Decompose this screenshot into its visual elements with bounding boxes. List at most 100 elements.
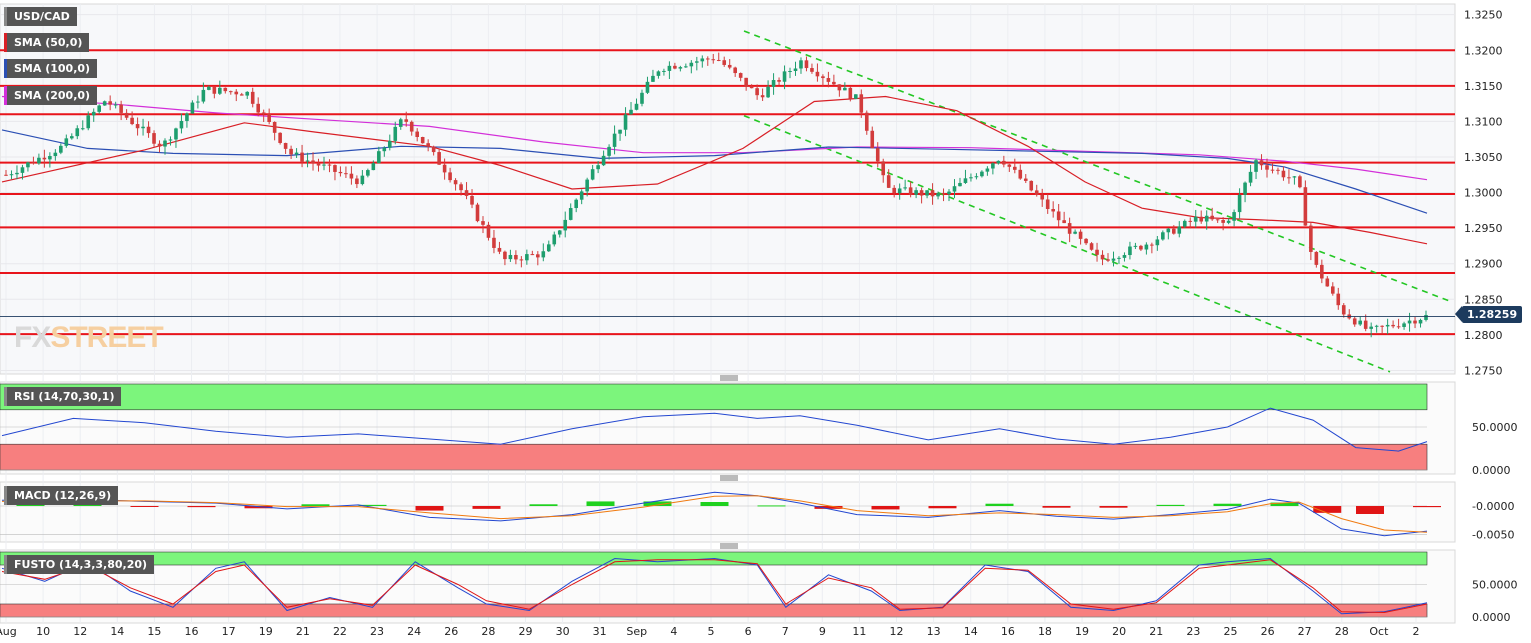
candle-body bbox=[97, 105, 102, 112]
candle-body bbox=[1150, 244, 1154, 246]
candle-body bbox=[738, 73, 743, 78]
macd-histogram-bar bbox=[130, 506, 159, 507]
candle-body bbox=[1287, 177, 1291, 179]
candle-body bbox=[1029, 180, 1034, 191]
candle-body bbox=[152, 133, 156, 144]
candle-body bbox=[163, 140, 167, 147]
candle-body bbox=[568, 208, 573, 220]
candle-body bbox=[969, 177, 973, 179]
candle-body bbox=[618, 129, 622, 134]
macd-histogram-bar bbox=[1413, 506, 1441, 508]
candle-body bbox=[1314, 251, 1319, 265]
candle-body bbox=[250, 91, 255, 104]
candle-body bbox=[936, 193, 940, 197]
candle-body bbox=[897, 188, 902, 194]
x-tick-label: 24 bbox=[407, 625, 421, 638]
candle-body bbox=[1095, 249, 1099, 255]
candle-body bbox=[470, 195, 474, 205]
macd-histogram-bar bbox=[586, 501, 615, 506]
candle-body bbox=[190, 102, 195, 114]
candle-body bbox=[1380, 325, 1384, 327]
candle-body bbox=[1111, 258, 1116, 261]
candle-body bbox=[705, 58, 710, 60]
candle-body bbox=[1407, 320, 1412, 324]
candle-body bbox=[870, 130, 875, 149]
candle-body bbox=[448, 172, 452, 181]
macd-label: MACD (12,26,9) bbox=[4, 486, 119, 505]
candle-body bbox=[1128, 246, 1132, 256]
candle-body bbox=[1330, 286, 1335, 294]
y-tick-label: 1.3050 bbox=[1464, 151, 1503, 164]
candle-body bbox=[1166, 228, 1171, 233]
candle-body bbox=[382, 147, 387, 152]
candle-body bbox=[1155, 239, 1160, 246]
candle-body bbox=[799, 60, 803, 69]
candle-body bbox=[1424, 315, 1428, 320]
candle-body bbox=[985, 168, 990, 172]
y-tick-label: 1.2950 bbox=[1464, 222, 1503, 235]
candle-body bbox=[1045, 199, 1050, 210]
watermark-fx: FX bbox=[14, 321, 51, 354]
candle-body bbox=[503, 251, 507, 260]
macd-y-tick-label: -0.0000 bbox=[1472, 500, 1514, 513]
pane-splitter-2 bbox=[720, 543, 738, 549]
macd-histogram-bar bbox=[529, 504, 558, 506]
x-tick-label: 12 bbox=[73, 625, 87, 638]
candle-body bbox=[727, 64, 732, 68]
candle-body bbox=[459, 184, 463, 191]
candle-body bbox=[749, 86, 754, 89]
candle-body bbox=[481, 221, 485, 225]
macd-histogram-bar bbox=[1213, 503, 1242, 506]
candle-body bbox=[69, 136, 74, 139]
candle-body bbox=[377, 151, 381, 164]
candle-body bbox=[464, 190, 469, 196]
candle-body bbox=[980, 171, 984, 177]
candle-body bbox=[941, 193, 946, 195]
candle-body bbox=[886, 175, 891, 188]
candle-body bbox=[1067, 223, 1072, 234]
candle-body bbox=[426, 143, 430, 147]
candle-body bbox=[420, 137, 425, 144]
candle-body bbox=[514, 254, 518, 260]
candle-body bbox=[1013, 166, 1017, 170]
macd-histogram-bar bbox=[73, 504, 102, 506]
candle-body bbox=[1210, 215, 1214, 220]
fusto-y-tick-label: 50.0000 bbox=[1472, 579, 1518, 592]
y-tick-label: 1.3000 bbox=[1464, 187, 1503, 200]
candle-body bbox=[684, 66, 688, 68]
candle-body bbox=[86, 115, 91, 129]
candle-body bbox=[1177, 226, 1182, 234]
candle-body bbox=[168, 139, 173, 141]
macd-series-line bbox=[1, 495, 1428, 533]
candle-body bbox=[958, 182, 962, 187]
x-tick-label: 9 bbox=[819, 625, 826, 638]
x-tick-label: 7 bbox=[782, 625, 789, 638]
candle-body bbox=[585, 179, 589, 192]
macd-histogram-bar bbox=[814, 506, 843, 509]
y-tick-label: 1.3100 bbox=[1464, 115, 1503, 128]
candle-body bbox=[1144, 244, 1149, 250]
candle-body bbox=[283, 142, 288, 149]
candle-body bbox=[574, 199, 578, 209]
x-tick-label: 12 bbox=[890, 625, 904, 638]
macd-histogram-bar bbox=[928, 506, 957, 509]
candle-body bbox=[996, 160, 1001, 164]
candle-body bbox=[1254, 160, 1258, 172]
candle-body bbox=[228, 91, 233, 93]
candle-body bbox=[1204, 215, 1209, 222]
candle-body bbox=[91, 111, 96, 116]
candle-body bbox=[1122, 255, 1127, 258]
candle-body bbox=[656, 71, 661, 76]
candle-body bbox=[1023, 178, 1028, 181]
candle-body bbox=[157, 143, 162, 147]
candle-body bbox=[1078, 231, 1083, 239]
candle-body bbox=[1402, 323, 1406, 327]
candle-body bbox=[804, 60, 809, 69]
candle-body bbox=[1171, 228, 1176, 234]
x-tick-label: 21 bbox=[1149, 625, 1163, 638]
macd-histogram-bar bbox=[643, 501, 672, 506]
candle-body bbox=[278, 132, 282, 143]
x-tick-label: 25 bbox=[1223, 625, 1237, 638]
x-tick-label: 15 bbox=[147, 625, 161, 638]
x-tick-label: Aug bbox=[0, 625, 17, 638]
